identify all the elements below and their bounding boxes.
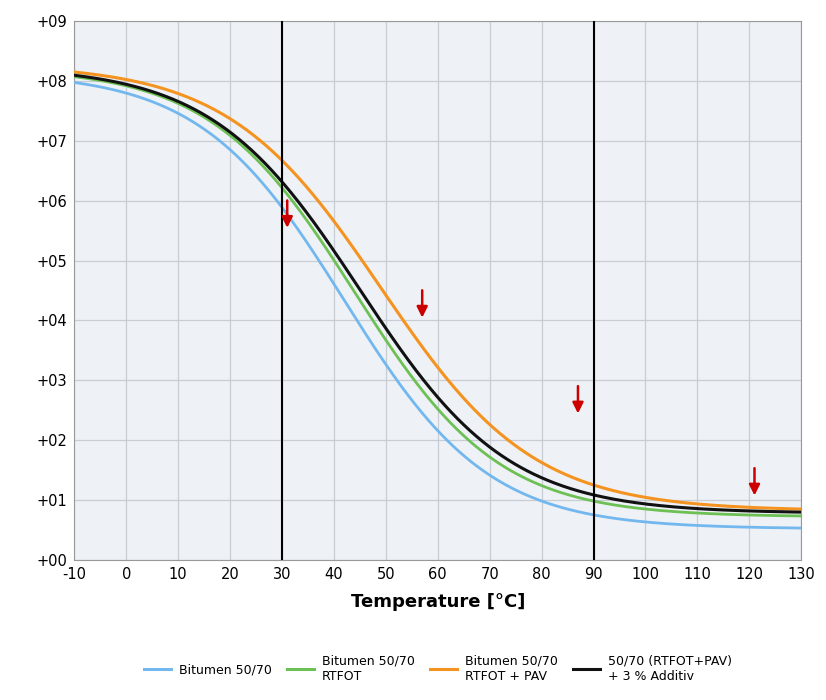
Legend: Bitumen 50/70, Bitumen 50/70
RTFOT, Bitumen 50/70
RTFOT + PAV, 50/70 (RTFOT+PAV): Bitumen 50/70, Bitumen 50/70 RTFOT, Bitu… — [139, 650, 737, 688]
X-axis label: Temperature [°C]: Temperature [°C] — [350, 593, 525, 611]
